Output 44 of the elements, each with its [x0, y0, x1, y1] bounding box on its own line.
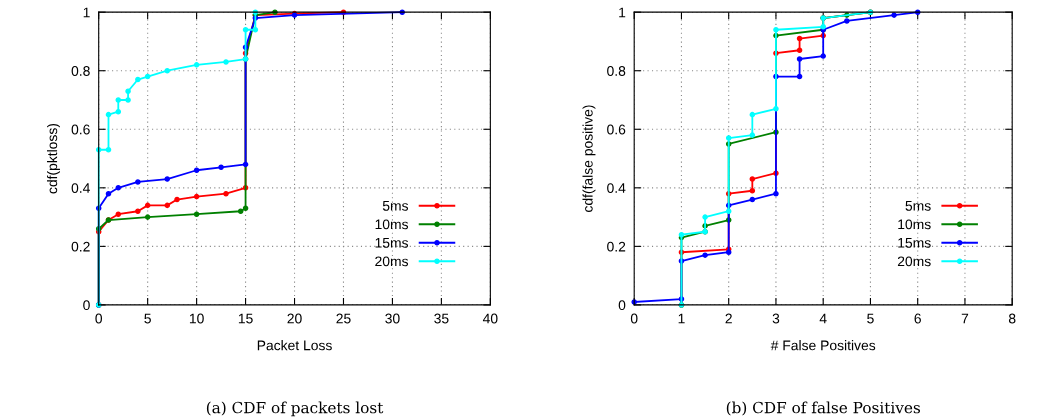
- x-tick-label: 20: [287, 313, 302, 324]
- legend-label: 10ms: [375, 219, 409, 230]
- text: (a) CDF of packets lost: [206, 401, 384, 417]
- x-tick-label: 2: [725, 313, 732, 324]
- legend-label: 5ms: [905, 201, 931, 211]
- x-tick-label: 30: [385, 313, 400, 324]
- y-tick-label: 0.6: [607, 124, 626, 135]
- text: (b) CDF of false Positives: [726, 401, 921, 416]
- x-tick-label: 10: [189, 313, 204, 324]
- legend-label: 15ms: [898, 238, 931, 248]
- y-axis-title: cdf(pktloss): [47, 123, 60, 194]
- x-tick-label: 5: [144, 313, 151, 324]
- y-tick-label: 0: [83, 300, 90, 311]
- x-tick-label: 4: [819, 313, 827, 324]
- x-tick-label: 15: [238, 313, 253, 324]
- y-tick-label: 0.8: [71, 66, 90, 76]
- x-tick-label: 35: [434, 313, 449, 324]
- x-tick-label: 7: [961, 313, 969, 324]
- x-tick-label: 40: [482, 313, 498, 324]
- x-tick-label: 1: [678, 313, 685, 324]
- y-axis-title: cdf(false positive): [582, 105, 596, 212]
- x-axis-title: Packet Loss: [257, 340, 332, 351]
- y-tick-label: 1: [83, 7, 90, 18]
- x-tick-label: 8: [1008, 313, 1016, 324]
- y-tick-label: 0.2: [607, 241, 626, 252]
- y-tick-label: 0.4: [607, 183, 626, 193]
- x-tick-label: 0: [95, 313, 103, 324]
- x-tick-label: 5: [867, 313, 874, 324]
- x-tick-label: 3: [772, 313, 780, 324]
- y-tick-label: 0.6: [71, 124, 90, 135]
- y-tick-label: 0.4: [71, 183, 90, 193]
- legend-label: 20ms: [897, 256, 931, 267]
- x-tick-label: 0: [630, 313, 638, 324]
- y-tick-label: 0.2: [71, 241, 90, 252]
- y-tick-label: 1: [619, 7, 626, 18]
- x-axis-title: # False Positives: [770, 340, 876, 351]
- legend-label: 5ms: [382, 201, 409, 211]
- legend-label: 20ms: [375, 256, 409, 267]
- legend-label: 15ms: [375, 238, 409, 248]
- legend-label: 10ms: [898, 219, 931, 230]
- x-tick-label: 25: [336, 313, 351, 324]
- y-tick-label: 0.8: [607, 66, 626, 76]
- x-tick-label: 6: [914, 313, 921, 324]
- y-tick-label: 0: [618, 300, 626, 311]
